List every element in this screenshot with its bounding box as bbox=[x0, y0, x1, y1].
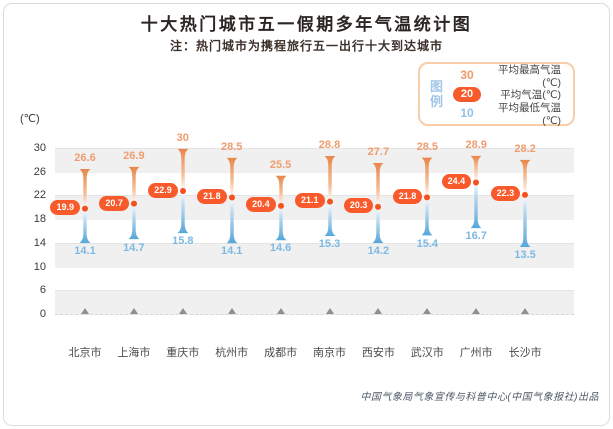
mean-temperature-pill: 20.4 bbox=[246, 197, 276, 213]
mean-temperature-pill: 19.9 bbox=[50, 200, 80, 216]
legend-box: 图例 30 平均最高气温(℃) 20 平均气温(℃) 10 平均最低气温(℃) bbox=[418, 62, 575, 127]
min-temperature-label: 15.4 bbox=[416, 237, 438, 250]
max-temperature-label: 28.9 bbox=[465, 138, 487, 151]
baseline-marker-icon bbox=[374, 308, 383, 314]
baseline-marker-icon bbox=[325, 308, 334, 314]
legend-item-mean: 20 平均气温(℃) bbox=[444, 85, 573, 104]
max-temperature-label: 25.5 bbox=[269, 158, 292, 171]
mean-temperature-pill: 22.9 bbox=[148, 182, 178, 198]
min-temperature-label: 14.1 bbox=[74, 245, 96, 258]
baseline-marker-icon bbox=[129, 308, 138, 314]
mean-temperature-dot bbox=[326, 198, 333, 205]
min-temperature-label: 14.2 bbox=[367, 244, 390, 257]
y-axis-unit-label: (℃) bbox=[20, 113, 40, 125]
mean-temperature-pill: 20.3 bbox=[343, 198, 374, 213]
city-axis-label: 武汉市 bbox=[410, 347, 444, 359]
legend-low-label: 平均最低气温(℃) bbox=[498, 101, 561, 127]
legend-mean-value-pill: 20 bbox=[452, 87, 482, 102]
mean-temperature-dot bbox=[82, 205, 88, 212]
y-axis-tick-label: 22 bbox=[33, 189, 46, 202]
mean-temperature-pill: 21.8 bbox=[197, 189, 227, 205]
baseline-marker-icon bbox=[227, 308, 236, 314]
temperature-range-spindle bbox=[275, 175, 287, 240]
credits-footer: 中国气象局气象宣传与科普中心(中国气象报社)出品 bbox=[360, 392, 599, 403]
temperature-range-spindle bbox=[128, 167, 140, 240]
baseline-marker-icon bbox=[423, 308, 432, 314]
min-temperature-label: 16.7 bbox=[465, 229, 487, 242]
temperature-range-spindle bbox=[519, 159, 531, 247]
city-axis-label: 重庆市 bbox=[166, 347, 200, 359]
max-temperature-label: 28.8 bbox=[318, 139, 341, 152]
city-axis-label: 杭州市 bbox=[215, 347, 249, 359]
min-temperature-label: 15.3 bbox=[318, 238, 341, 251]
mean-temperature-dot bbox=[130, 201, 137, 208]
min-temperature-label: 13.5 bbox=[514, 248, 536, 261]
temperature-range-spindle bbox=[324, 156, 335, 237]
legend-mean-label: 平均气温(℃) bbox=[500, 88, 561, 101]
y-axis-tick-label: 6 bbox=[39, 284, 46, 297]
mean-temperature-dot bbox=[228, 194, 235, 201]
y-axis-tick-label: 0 bbox=[39, 308, 46, 320]
city-axis-label: 南京市 bbox=[313, 347, 346, 359]
temperature-range-spindle bbox=[79, 169, 91, 244]
mean-temperature-pill: 20.7 bbox=[99, 195, 129, 211]
page-title: 十大热门城市五一假期多年气温统计图 bbox=[140, 15, 473, 34]
temperature-range-spindle bbox=[177, 148, 189, 234]
page-subtitle: 注：热门城市为携程旅行五一出行十大到达城市 bbox=[169, 39, 443, 53]
plot-band bbox=[55, 148, 574, 173]
legend-rows: 30 平均最高气温(℃) 20 平均气温(℃) 10 平均最低气温(℃) bbox=[444, 64, 573, 127]
max-temperature-label: 27.7 bbox=[367, 145, 390, 158]
temperature-range-spindle bbox=[470, 155, 482, 228]
legend-high-value: 30 bbox=[460, 68, 474, 82]
max-temperature-label: 30 bbox=[176, 132, 189, 144]
min-temperature-label: 15.8 bbox=[172, 235, 194, 248]
city-axis-label: 北京市 bbox=[68, 347, 102, 359]
min-temperature-label: 14.6 bbox=[269, 242, 292, 255]
city-axis-label: 成都市 bbox=[264, 347, 298, 359]
mean-temperature-pill: 24.4 bbox=[441, 173, 472, 189]
legend-title: 图例 bbox=[429, 79, 443, 109]
min-temperature-label: 14.1 bbox=[220, 245, 243, 258]
mean-temperature-dot bbox=[277, 202, 284, 209]
y-axis-tick-label: 30 bbox=[33, 142, 46, 154]
mean-temperature-dot bbox=[424, 194, 431, 201]
baseline-marker-icon bbox=[178, 308, 187, 314]
mean-temperature-dot bbox=[522, 191, 529, 198]
legend-item-high: 30 平均最高气温(℃) bbox=[444, 64, 573, 89]
mean-temperature-dot bbox=[473, 179, 480, 186]
max-temperature-label: 26.6 bbox=[74, 152, 96, 165]
legend-high-label: 平均最高气温(℃) bbox=[498, 63, 561, 89]
baseline-marker-icon bbox=[276, 308, 285, 314]
city-axis-label: 上海市 bbox=[117, 347, 151, 359]
max-temperature-label: 28.5 bbox=[416, 140, 438, 153]
max-temperature-label: 28.5 bbox=[220, 140, 243, 153]
plot-band bbox=[55, 242, 574, 268]
city-axis-label: 广州市 bbox=[459, 347, 493, 359]
city-axis-label: 长沙市 bbox=[508, 347, 542, 359]
temperature-range-spindle bbox=[226, 157, 238, 244]
mean-temperature-pill: 22.3 bbox=[490, 186, 521, 202]
max-temperature-label: 28.2 bbox=[514, 142, 536, 155]
baseline-marker-icon bbox=[521, 308, 530, 314]
y-axis-tick-label: 14 bbox=[33, 236, 46, 249]
zero-baseline bbox=[55, 314, 574, 315]
mean-temperature-dot bbox=[179, 188, 186, 195]
temperature-range-spindle bbox=[372, 162, 384, 243]
y-axis-tick-label: 18 bbox=[33, 213, 46, 226]
mean-temperature-pill: 21.8 bbox=[392, 189, 423, 205]
city-axis-label: 西安市 bbox=[361, 347, 395, 359]
baseline-marker-icon bbox=[472, 308, 481, 314]
y-axis-tick-label: 26 bbox=[33, 165, 46, 178]
y-axis-tick-label: 10 bbox=[33, 260, 46, 273]
baseline-marker-icon bbox=[81, 308, 89, 314]
temperature-range-spindle bbox=[421, 157, 433, 236]
legend-low-value: 10 bbox=[460, 106, 474, 120]
legend-item-low: 10 平均最低气温(℃) bbox=[444, 102, 573, 127]
max-temperature-label: 26.9 bbox=[123, 150, 145, 163]
mean-temperature-pill: 21.1 bbox=[294, 193, 325, 209]
min-temperature-label: 14.7 bbox=[123, 241, 145, 254]
mean-temperature-dot bbox=[375, 203, 382, 210]
plot-band bbox=[55, 290, 574, 315]
